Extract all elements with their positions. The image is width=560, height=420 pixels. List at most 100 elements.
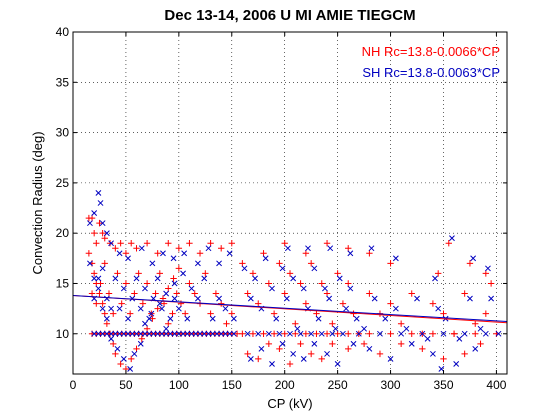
data-point (93, 240, 100, 247)
x-tick-label: 50 (119, 378, 133, 392)
data-point (165, 320, 172, 327)
data-point (214, 330, 220, 337)
data-point (286, 270, 294, 277)
data-point (95, 285, 102, 292)
data-point (318, 355, 325, 363)
data-point (472, 330, 479, 337)
data-point (366, 330, 373, 337)
legend-entry-nh: NH Rc=13.8-0.0066*CP (362, 44, 500, 59)
data-point (371, 295, 378, 302)
data-point (207, 240, 214, 247)
data-point (91, 275, 98, 282)
data-point (456, 335, 463, 342)
data-point (252, 275, 258, 282)
data-point (265, 340, 273, 348)
data-point (112, 350, 119, 358)
data-point (167, 330, 174, 337)
legend-entry-sh: SH Rc=13.8-0.0063*CP (362, 65, 500, 80)
data-point (445, 240, 452, 247)
y-tick-label: 20 (56, 226, 70, 240)
data-point (103, 330, 110, 337)
data-point (108, 335, 115, 342)
data-point (116, 250, 123, 257)
data-point (112, 330, 119, 337)
data-point (127, 366, 134, 372)
data-point (429, 330, 437, 337)
data-point (143, 280, 151, 287)
data-point (173, 290, 180, 297)
data-point (91, 330, 98, 337)
data-point (128, 240, 135, 247)
data-point (308, 330, 315, 337)
data-point (366, 290, 373, 297)
data-point (217, 300, 225, 307)
data-point (222, 330, 229, 337)
data-point (184, 315, 191, 322)
data-point (284, 245, 291, 252)
data-point (450, 330, 458, 337)
data-point (461, 350, 468, 358)
data-point (297, 280, 304, 287)
data-point (313, 310, 320, 317)
x-tick-label: 400 (486, 378, 506, 392)
data-point (472, 345, 479, 352)
data-point (103, 230, 110, 237)
data-point (146, 330, 153, 337)
data-point (241, 265, 248, 272)
data-point (133, 245, 140, 252)
data-point (95, 190, 102, 196)
data-point (126, 310, 134, 317)
data-point (347, 250, 354, 257)
data-point (160, 250, 166, 257)
data-point (159, 330, 165, 337)
data-point (110, 340, 117, 348)
data-point (249, 330, 257, 337)
data-point (366, 250, 373, 257)
data-point (408, 330, 415, 337)
data-point (142, 330, 148, 337)
data-point (239, 260, 246, 267)
data-point (175, 265, 183, 272)
data-point (300, 355, 307, 362)
x-tick-label: 350 (433, 378, 453, 392)
legend: NH Rc=13.8-0.0066*CP SH Rc=13.8-0.0063*C… (362, 44, 500, 80)
data-point (286, 360, 294, 368)
data-point (99, 305, 106, 312)
data-point (209, 315, 216, 322)
data-point (122, 280, 130, 287)
data-point (105, 290, 113, 297)
data-point (408, 290, 415, 297)
x-axis-label: CP (kV) (267, 396, 312, 411)
data-point (99, 265, 106, 272)
data-point (175, 330, 182, 337)
data-point (186, 240, 193, 247)
data-point (133, 330, 140, 337)
data-point (99, 229, 106, 237)
data-point (209, 330, 216, 337)
data-point (87, 220, 93, 227)
data-point (255, 300, 262, 307)
data-point (377, 330, 383, 337)
data-point (477, 325, 484, 332)
data-point (449, 235, 455, 242)
data-point (137, 305, 144, 312)
data-point (180, 330, 187, 337)
data-point (361, 325, 368, 332)
data-points (85, 190, 502, 373)
data-point (397, 340, 405, 348)
data-point (334, 270, 341, 277)
data-point (318, 280, 325, 287)
data-point (99, 220, 106, 227)
data-point (226, 330, 233, 337)
data-point (197, 330, 203, 337)
fit-lines (72, 295, 508, 324)
data-point (156, 270, 163, 277)
data-point (477, 340, 484, 348)
data-point (387, 300, 394, 307)
data-point (270, 330, 278, 337)
data-point (294, 325, 301, 332)
data-point (125, 255, 131, 262)
data-point (323, 240, 331, 247)
data-point (350, 340, 357, 347)
